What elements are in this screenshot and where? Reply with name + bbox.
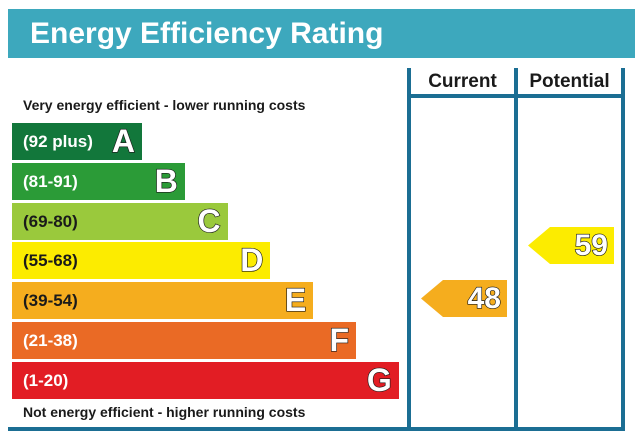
- band-range-label: (21-38): [23, 331, 78, 350]
- column-header-current: Current: [428, 71, 497, 92]
- band-b: (81-91) B: [12, 162, 185, 200]
- title-bar: Energy Efficiency Rating: [8, 9, 635, 58]
- column-header-potential: Potential: [529, 71, 610, 92]
- band-letter: C: [197, 202, 221, 239]
- caption-top: Very energy efficient - lower running co…: [23, 97, 306, 113]
- arrow-shape: [528, 227, 614, 265]
- band-letter: G: [366, 361, 392, 398]
- header-rule: [407, 94, 625, 98]
- chart-title: Energy Efficiency Rating: [30, 17, 384, 50]
- band-d: (55-68) D: [12, 242, 271, 280]
- band-letter: D: [240, 242, 264, 279]
- band-letter: B: [154, 162, 178, 199]
- band-range-label: (81-91): [23, 171, 78, 191]
- band-e: (39-54) E: [12, 282, 314, 320]
- band-g: (1-20) G: [12, 361, 399, 399]
- band-range-label: (55-68): [23, 251, 78, 271]
- rating-value: 59: [574, 229, 609, 263]
- band-c: (69-80) C: [12, 202, 228, 240]
- caption-bottom: Not energy efficient - higher running co…: [23, 404, 306, 420]
- column-divider-right: [621, 68, 625, 431]
- rating-arrow-potential: 59: [528, 227, 614, 265]
- band-range-label: (39-54): [23, 291, 78, 311]
- rating-arrow-current: 48: [421, 280, 507, 318]
- band-f: (21-38) F: [12, 321, 356, 359]
- band-range-label: (69-80): [23, 211, 78, 231]
- band-a: (92 plus) A: [12, 122, 142, 160]
- band-letter: F: [329, 321, 350, 358]
- arrow-shape: [421, 280, 507, 318]
- column-divider-middle: [514, 68, 518, 431]
- band-range-label: (1-20): [23, 370, 69, 390]
- rating-value: 48: [467, 282, 502, 316]
- bottom-rule: [8, 427, 625, 431]
- band-range-label: (92 plus): [23, 132, 93, 151]
- band-letter: E: [284, 282, 307, 319]
- column-divider-left: [407, 68, 411, 431]
- band-letter: A: [111, 122, 135, 159]
